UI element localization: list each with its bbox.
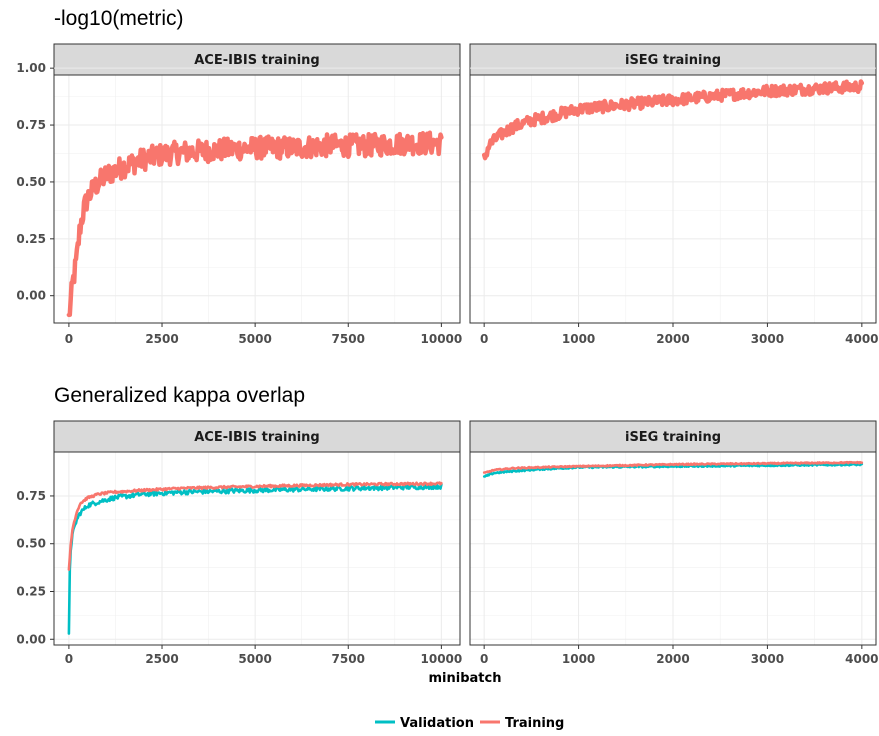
- panel-border-chart1-iseg-training: [469, 451, 877, 646]
- strip-label-chart0-ace-ibis-training: ACE-IBIS training: [194, 53, 319, 68]
- y-tick-label: 0.00: [16, 289, 46, 303]
- x-tick-label: 3000: [751, 652, 784, 666]
- panel-chart0-iseg-training: iSEG training 0 1000 2000 3000 4000: [469, 43, 879, 346]
- x-tick-label: 0: [65, 332, 73, 346]
- y-tick-label: 1.00: [16, 61, 46, 75]
- series-line-training-chart0-ace-ibis-training: [66, 130, 444, 318]
- strip-label-chart1-iseg-training: iSEG training: [625, 430, 721, 445]
- x-tick-label: 10000: [421, 332, 463, 346]
- plot-area-chart1-ace-ibis-training: [54, 452, 460, 645]
- x-tick-label: 2500: [145, 652, 178, 666]
- x-tick-label: 2500: [145, 332, 178, 346]
- plot-area-chart0-ace-ibis-training: [54, 75, 460, 323]
- y-tick-label: 0.75: [16, 118, 46, 132]
- strip-label-chart0-iseg-training: iSEG training: [625, 53, 721, 68]
- panel-chart1-ace-ibis-training: ACE-IBIS training 0 2500 5000 7500 10000 0.75 0…: [16, 420, 463, 666]
- series-line-training-chart0-iseg-training: [481, 79, 865, 161]
- y-tick-label: 0.50: [16, 175, 46, 189]
- x-tick-label: 4000: [845, 332, 878, 346]
- panel-border-chart0-ace-ibis-training: [53, 74, 461, 324]
- x-tick-label: 7500: [332, 652, 365, 666]
- strip-chart1-ace-ibis-training: [53, 420, 461, 453]
- x-tick-label: 0: [65, 652, 73, 666]
- chart-title-bottom: Generalized kappa overlap: [54, 384, 305, 407]
- y-tick-label: 0.25: [16, 584, 46, 598]
- series-line-training-chart1-iseg-training: [482, 460, 864, 474]
- y-tick-label: 0.00: [16, 632, 46, 646]
- legend: Validation Training: [375, 716, 564, 731]
- x-tick-label: 10000: [421, 652, 463, 666]
- x-tick-label: 3000: [751, 332, 784, 346]
- y-tick-label: 0.25: [16, 232, 46, 246]
- panel-chart1-iseg-training: iSEG training 0 1000 2000 3000 4000: [469, 420, 879, 666]
- y-tick-label: 0.50: [16, 537, 46, 551]
- y-tick-label: 0.75: [16, 489, 46, 503]
- x-tick-label: 0: [480, 332, 488, 346]
- legend-label-validation: Validation: [400, 716, 474, 731]
- x-axis-title: minibatch: [429, 671, 502, 686]
- x-tick-label: 5000: [238, 332, 271, 346]
- x-tick-label: 2000: [656, 652, 689, 666]
- strip-label-chart1-ace-ibis-training: ACE-IBIS training: [194, 430, 319, 445]
- x-tick-label: 7500: [332, 332, 365, 346]
- x-tick-label: 0: [480, 652, 488, 666]
- chart-title-top: -log10(metric): [54, 7, 184, 30]
- strip-chart1-iseg-training: [469, 420, 877, 453]
- x-tick-label: 1000: [562, 332, 595, 346]
- x-tick-label: 4000: [845, 652, 878, 666]
- series-line-validation-chart1-iseg-training: [482, 462, 864, 478]
- x-tick-label: 1000: [562, 652, 595, 666]
- series-line-training-chart1-ace-ibis-training: [67, 481, 443, 571]
- x-tick-label: 2000: [656, 332, 689, 346]
- x-tick-label: 5000: [238, 652, 271, 666]
- panel-border-chart1-ace-ibis-training: [53, 451, 461, 646]
- series-line-validation-chart1-ace-ibis-training: [67, 483, 443, 635]
- panel-chart0-ace-ibis-training: ACE-IBIS training 0 2500 5000 7500 10000 1.00 0…: [16, 43, 463, 346]
- panel-border-chart0-iseg-training: [469, 74, 877, 324]
- legend-label-training: Training: [505, 716, 564, 731]
- strip-chart0-ace-ibis-training: [53, 43, 461, 76]
